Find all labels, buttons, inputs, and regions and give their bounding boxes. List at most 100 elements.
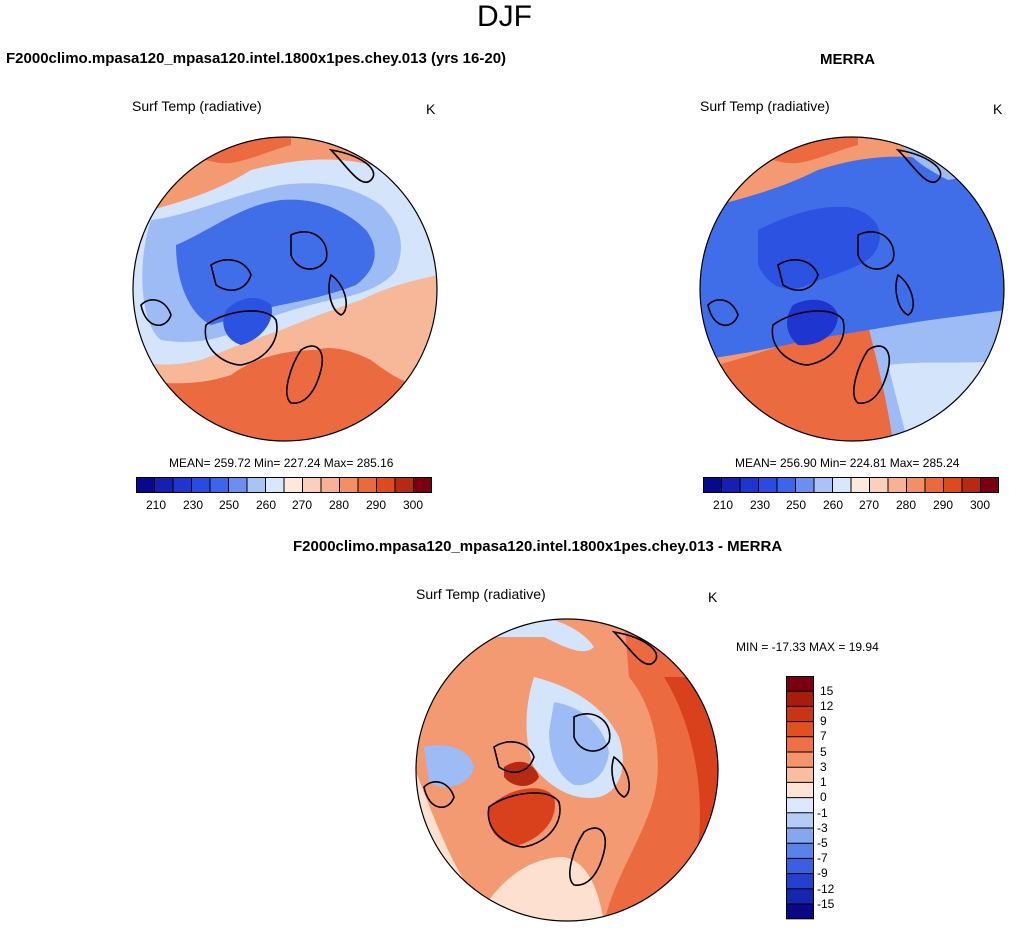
model-colorbar-frame — [136, 477, 432, 493]
model-units-label: K — [426, 101, 436, 117]
diff-polar-map — [415, 618, 719, 922]
model-colorbar-box — [321, 477, 340, 493]
obs-colorbar-box — [962, 477, 981, 493]
model-colorbar-tick: 260 — [256, 498, 277, 512]
obs-colorbar-tick: 270 — [859, 498, 880, 512]
model-variable-label: Surf Temp (radiative) — [132, 98, 262, 114]
obs-colorbar-box — [703, 477, 722, 493]
diff-colorbar-box — [786, 767, 814, 783]
model-colorbar-box — [376, 477, 395, 493]
diff-colorbar-box — [786, 888, 814, 904]
obs-panel-title: MERRA — [820, 51, 875, 68]
model-coastlines — [140, 148, 375, 404]
obs-colorbar-tick: 230 — [750, 498, 771, 512]
diff-greenland-warm — [488, 788, 555, 846]
diff-pale-region-bottom — [474, 857, 604, 921]
diff-colorbar-tick: 1 — [820, 775, 827, 789]
model-colorbar-tick: 250 — [219, 498, 240, 512]
model-colorbar-box — [228, 477, 247, 493]
model-colorbar-dividers — [154, 477, 414, 493]
model-colorbar-box — [154, 477, 173, 493]
model-colorbar-box — [265, 477, 284, 493]
obs-colorbar-tick: 290 — [933, 498, 954, 512]
obs-colorbar-tick: 210 — [713, 498, 734, 512]
model-colorbar-box — [358, 477, 377, 493]
diff-colorbar-box — [786, 736, 814, 752]
obs-colorbar-box — [721, 477, 740, 493]
model-colorbar-box — [413, 477, 432, 493]
diff-cool-center — [549, 702, 609, 786]
diff-colorbar-box — [786, 812, 814, 828]
obs-colorbar-box — [851, 477, 870, 493]
diff-colorbar-tick: -15 — [817, 897, 835, 911]
obs-colorbar-tick: 260 — [823, 498, 844, 512]
diff-colorbar-tick: 12 — [820, 699, 834, 713]
diff-colorbar-box — [786, 706, 814, 722]
obs-colorbar — [703, 477, 999, 493]
model-colorbar-tick: 280 — [329, 498, 350, 512]
diff-colorbar-box — [786, 782, 814, 798]
diff-colorbar-tick: 7 — [820, 729, 827, 743]
model-map-border — [132, 136, 438, 442]
diff-colorbar-box — [786, 676, 814, 692]
model-colorbar-tick: 300 — [403, 498, 424, 512]
obs-colorbar-tick: 250 — [786, 498, 807, 512]
diff-colorbar-tick: -5 — [817, 836, 828, 850]
obs-colorbar-tick: 280 — [896, 498, 917, 512]
diff-units-label: K — [708, 589, 718, 605]
diff-colorbar-tick: 5 — [820, 745, 827, 759]
diff-colorbar-box — [786, 858, 814, 874]
diff-colorbar-box — [786, 873, 814, 889]
obs-colorbar-box — [795, 477, 814, 493]
model-colorbar-tick: 230 — [183, 498, 204, 512]
model-colorbar — [136, 477, 432, 493]
figure-title: DJF — [477, 0, 532, 33]
diff-colorbar-tick: -12 — [817, 882, 835, 896]
diff-colorbar-tick: -9 — [817, 866, 828, 880]
obs-colorbar-box — [814, 477, 833, 493]
model-colorbar-box — [173, 477, 192, 493]
model-polar-map — [132, 136, 438, 442]
diff-colorbar — [786, 676, 814, 920]
diff-colorbar-box — [786, 843, 814, 859]
model-colorbar-box — [284, 477, 303, 493]
diff-colorbar-box — [786, 904, 814, 920]
obs-colorbar-box — [832, 477, 851, 493]
obs-very-cold-region — [758, 206, 880, 289]
diff-stats: MIN = -17.33 MAX = 19.94 — [736, 640, 879, 654]
diff-colorbar-frame — [786, 676, 814, 920]
obs-colorbar-box — [758, 477, 777, 493]
obs-colorbar-box — [943, 477, 962, 493]
model-colorbar-tick: 210 — [146, 498, 167, 512]
diff-colorbar-box — [786, 721, 814, 737]
diff-panel-title: F2000climo.mpasa120_mpasa120.intel.1800x… — [293, 538, 783, 555]
diff-colorbar-tick: 9 — [820, 714, 827, 728]
obs-colorbar-box — [980, 477, 999, 493]
diff-colorbar-tick: 15 — [820, 684, 834, 698]
obs-units-label: K — [993, 101, 1003, 117]
model-stats: MEAN= 259.72 Min= 227.24 Max= 285.16 — [169, 456, 394, 470]
diff-colorbar-tick: -1 — [817, 806, 828, 820]
model-colorbar-box — [191, 477, 210, 493]
model-colorbar-box — [302, 477, 321, 493]
diff-map-border — [415, 618, 719, 922]
diff-colorbar-tick: -3 — [817, 821, 828, 835]
diff-colorbar-box — [786, 828, 814, 844]
diff-colorbar-box — [786, 752, 814, 768]
obs-colorbar-box — [906, 477, 925, 493]
diff-variable-label: Surf Temp (radiative) — [416, 586, 546, 602]
obs-colorbar-dividers — [721, 477, 981, 493]
model-colorbar-tick: 270 — [292, 498, 313, 512]
model-colorbar-tick: 290 — [366, 498, 387, 512]
obs-polar-map — [699, 136, 1005, 442]
obs-colorbar-frame — [703, 477, 999, 493]
obs-map-border — [699, 136, 1005, 442]
model-colorbar-box — [339, 477, 358, 493]
diff-colorbar-tick: 3 — [820, 760, 827, 774]
model-greenland-cold-core — [223, 298, 272, 345]
model-very-cold-region — [176, 199, 375, 325]
model-colorbar-box — [136, 477, 155, 493]
diff-coastlines — [423, 630, 658, 886]
obs-coastlines — [707, 148, 942, 404]
model-colorbar-box — [210, 477, 229, 493]
